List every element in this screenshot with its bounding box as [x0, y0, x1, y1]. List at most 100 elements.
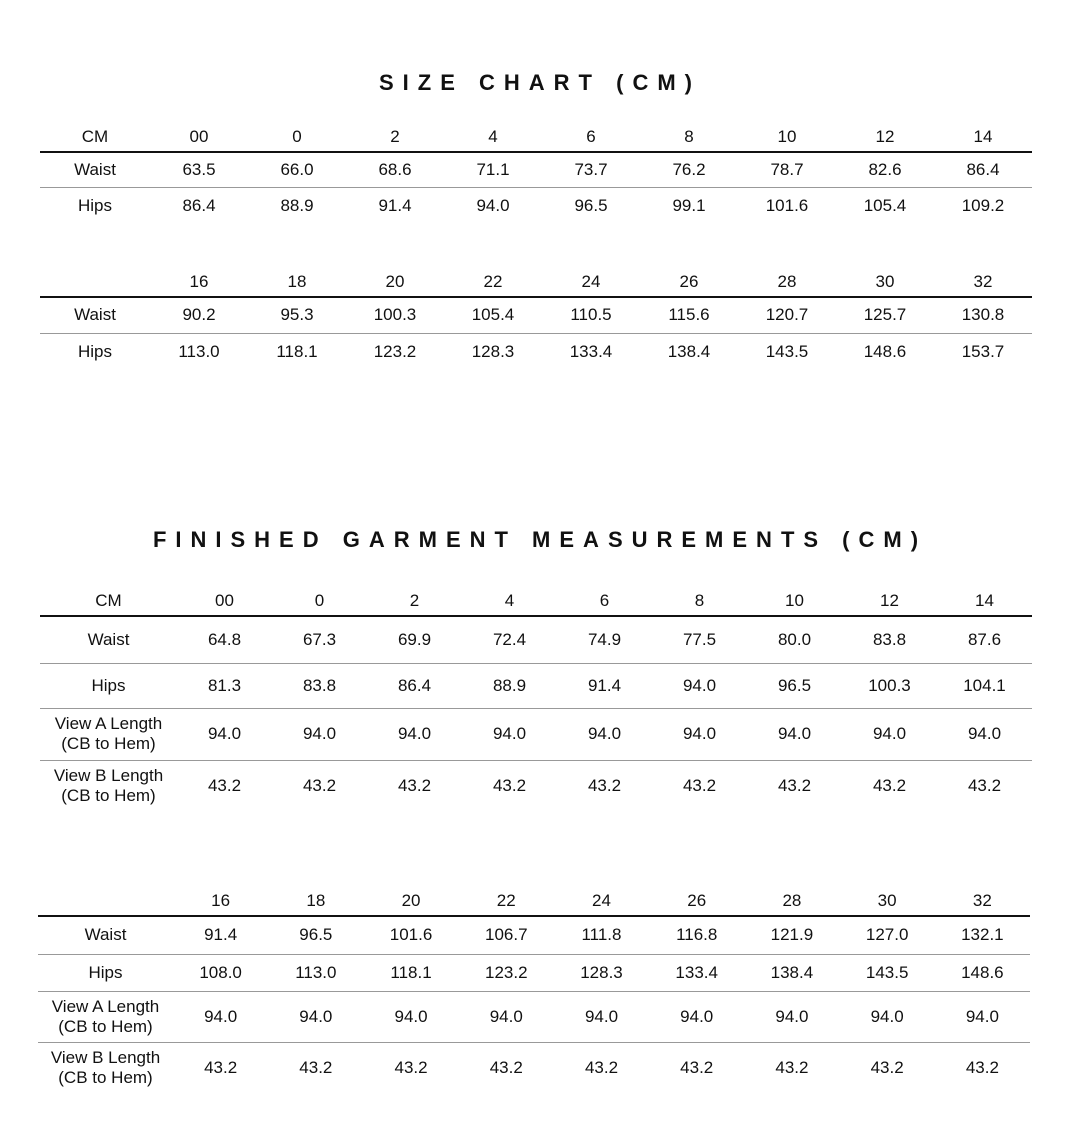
measurement-cell: 90.2	[182, 305, 216, 325]
table-row: View B Length (CB to Hem) 43.2 43.2 43.2 43.2…	[40, 759, 1032, 812]
size-header: 20	[346, 268, 444, 298]
header-row: 16 18 20 22 24 26 28 30 32	[38, 888, 1030, 917]
measurement-cell: 94.0	[444, 186, 542, 225]
measurement-cell: 118.1	[363, 953, 459, 991]
row-sublabel: (CB to Hem)	[61, 786, 156, 806]
size-header: 16	[150, 268, 248, 298]
row-sublabel: (CB to Hem)	[61, 734, 156, 753]
measurement-cell: 127.0	[865, 925, 909, 945]
size-header: 18	[268, 888, 364, 917]
measurement-cell: 94.0	[462, 707, 557, 760]
measurement-cell: 43.2	[649, 1041, 745, 1094]
size-header: 4	[462, 588, 557, 617]
measurement-cell: 94.0	[367, 707, 462, 760]
measurement-cell: 143.5	[738, 332, 836, 370]
measurement-cell: 94.0	[557, 707, 652, 760]
row-label: Waist	[40, 616, 177, 663]
measurement-cell: 80.0	[777, 629, 812, 649]
measurement-cell: 94.0	[839, 990, 935, 1042]
row-label: View B Length (CB to Hem)	[38, 1041, 173, 1094]
header-label	[38, 888, 173, 917]
row-label-text: Hips	[91, 675, 126, 695]
size-header: 6	[557, 588, 652, 617]
garment-table-1: CM 00 0 2 4 6 8 10 12 14 Waist 64.8 67.3 69.9 72.4 74.9…	[40, 588, 1032, 812]
measurement-cell: 111.8	[581, 925, 622, 945]
size-header: 30	[839, 888, 935, 917]
size-header: 26	[649, 888, 745, 917]
row-label: Waist	[38, 916, 173, 954]
size-header: 26	[640, 268, 738, 298]
row-label: Hips	[38, 953, 173, 991]
size-header: 12	[836, 123, 934, 153]
measurement-cell: 91.4	[204, 925, 238, 945]
measurement-cell: 113.0	[150, 332, 248, 370]
table-row: Hips 86.4 88.9 91.4 94.0 96.5 99.1 101.6 105.4 10…	[40, 186, 1032, 225]
measurement-cell: 138.4	[640, 332, 738, 370]
size-header: 10	[738, 123, 836, 153]
measurement-cell: 110.5	[570, 305, 612, 325]
measurement-cell: 94.0	[747, 707, 842, 760]
measurement-cell: 94.0	[649, 990, 745, 1042]
measurement-cell: 96.5	[542, 186, 640, 225]
size-header: 18	[248, 268, 346, 298]
measurement-cell: 71.1	[476, 159, 510, 179]
measurement-cell: 72.4	[492, 629, 527, 649]
row-label: View A Length (CB to Hem)	[38, 990, 173, 1042]
measurement-cell: 94.0	[652, 662, 747, 708]
row-sublabel: (CB to Hem)	[58, 1016, 153, 1036]
measurement-cell: 91.4	[557, 662, 652, 708]
size-chart-table-1: CM 00 0 2 4 6 8 10 12 14 Waist 63.5 66.0 68.6 71.1 73.7…	[40, 123, 1032, 225]
measurement-cell: 43.2	[367, 759, 462, 812]
row-label-text: Waist	[74, 305, 116, 325]
measurement-cell: 86.4	[966, 159, 1000, 179]
row-label-text: Hips	[88, 962, 123, 982]
header-row: CM 00 0 2 4 6 8 10 12 14	[40, 123, 1032, 153]
measurement-cell: 86.4	[150, 186, 248, 225]
measurement-cell: 43.2	[937, 759, 1032, 812]
size-header: 12	[842, 588, 937, 617]
measurement-cell: 94.0	[553, 990, 650, 1042]
measurement-cell: 88.9	[248, 186, 346, 225]
header-label: CM	[40, 588, 177, 617]
measurement-cell: 128.3	[444, 332, 542, 370]
measurement-cell: 43.2	[268, 1041, 364, 1094]
garment-table-2: 16 18 20 22 24 26 28 30 32 Waist 91.4 96.5 101.6 106.…	[38, 888, 1030, 1094]
measurement-cell: 132.1	[961, 925, 1004, 945]
row-label: Hips	[40, 662, 177, 708]
row-label-text: Waist	[84, 925, 127, 945]
measurement-cell: 94.0	[268, 990, 364, 1042]
measurement-cell: 128.3	[553, 953, 650, 991]
measurement-cell: 100.3	[842, 662, 937, 708]
measurement-cell: 133.4	[649, 953, 745, 991]
measurement-cell: 43.2	[839, 1041, 935, 1094]
measurement-cell: 116.8	[676, 925, 718, 945]
measurement-cell: 101.6	[389, 925, 433, 945]
measurement-cell: 68.6	[378, 159, 412, 179]
measurement-cell: 108.0	[173, 953, 269, 991]
row-label-text: View B Length	[50, 1048, 161, 1068]
measurement-cell: 43.2	[462, 759, 557, 812]
measurement-cell: 95.3	[280, 305, 314, 325]
size-header: 4	[444, 123, 542, 153]
measurement-cell: 94.0	[937, 707, 1032, 760]
measurement-cell: 78.7	[770, 159, 804, 179]
measurement-cell: 86.4	[367, 662, 462, 708]
size-header: 28	[744, 888, 840, 917]
measurement-cell: 43.2	[177, 759, 272, 812]
measurement-cell: 94.0	[934, 990, 1030, 1042]
size-header: 20	[363, 888, 459, 917]
size-header: 24	[542, 268, 640, 298]
row-label-text: View B Length	[53, 766, 164, 786]
measurement-cell: 77.5	[682, 629, 717, 649]
measurement-cell: 91.4	[346, 186, 444, 225]
measurement-cell: 143.5	[839, 953, 935, 991]
measurement-cell: 105.4	[471, 305, 515, 325]
measurement-cell: 113.0	[268, 953, 364, 991]
measurement-cell: 148.6	[836, 332, 934, 370]
measurement-cell: 106.7	[484, 925, 528, 945]
measurement-cell: 43.2	[173, 1041, 269, 1094]
measurement-cell: 43.2	[842, 759, 937, 812]
row-label-text: Waist	[87, 629, 130, 649]
header-label	[40, 268, 150, 298]
measurement-cell: 109.2	[934, 186, 1032, 225]
